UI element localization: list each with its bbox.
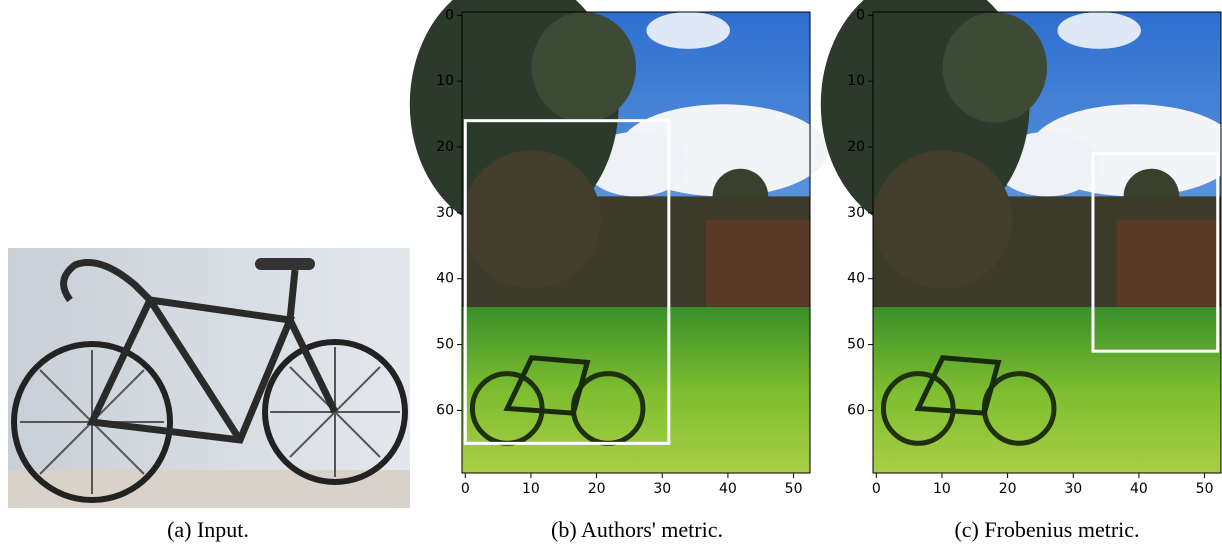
region — [1117, 219, 1221, 311]
y-tick-label: 50 — [436, 337, 454, 353]
region — [532, 12, 636, 123]
x-tick-label: 10 — [933, 481, 951, 497]
y-tick-label: 10 — [436, 73, 454, 89]
caption: (b) Authors' metric. — [551, 517, 723, 542]
caption: (a) Input. — [167, 517, 249, 542]
x-tick-label: 50 — [1196, 481, 1214, 497]
y-tick-label: 40 — [847, 271, 865, 287]
y-tick-label: 20 — [847, 139, 865, 155]
y-tick-label: 30 — [436, 205, 454, 221]
region — [873, 150, 1012, 288]
region — [462, 150, 601, 288]
x-tick-label: 40 — [719, 481, 737, 497]
y-tick-label: 50 — [847, 337, 865, 353]
x-tick-label: 20 — [588, 481, 606, 497]
scene-image — [821, 0, 1222, 473]
region — [943, 12, 1047, 123]
y-tick-label: 40 — [436, 271, 454, 287]
y-tick-label: 0 — [445, 7, 454, 23]
x-tick-label: 20 — [999, 481, 1017, 497]
x-tick-label: 10 — [522, 481, 540, 497]
figure: (a) Input. (b) Authors' metric. (c) Frob… — [0, 0, 1222, 554]
y-tick-label: 10 — [847, 73, 865, 89]
x-tick-label: 30 — [653, 481, 671, 497]
x-tick-label: 0 — [461, 481, 470, 497]
region — [706, 219, 810, 311]
y-tick-label: 60 — [847, 402, 865, 418]
region — [646, 12, 730, 49]
x-tick-label: 30 — [1064, 481, 1082, 497]
y-tick-label: 30 — [847, 205, 865, 221]
x-tick-label: 40 — [1130, 481, 1148, 497]
y-tick-label: 60 — [436, 402, 454, 418]
x-tick-label: 0 — [872, 481, 881, 497]
input-image — [8, 248, 410, 508]
scene-image — [410, 0, 828, 473]
x-tick-label: 50 — [785, 481, 803, 497]
y-tick-label: 0 — [856, 7, 865, 23]
y-tick-label: 20 — [436, 139, 454, 155]
region — [1057, 12, 1141, 49]
caption: (c) Frobenius metric. — [954, 517, 1139, 542]
